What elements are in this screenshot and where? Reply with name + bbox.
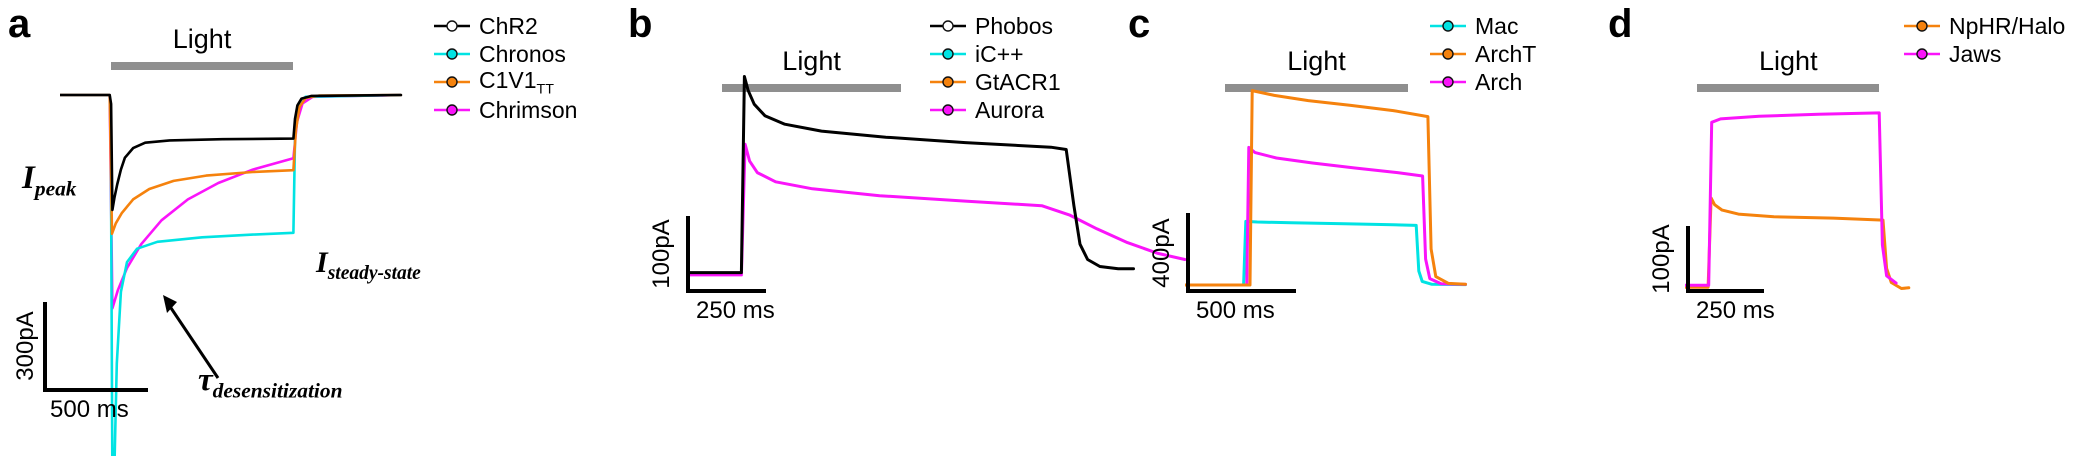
legend-line-marker-icon: [1430, 20, 1466, 32]
legend-label: Arch: [1475, 68, 1523, 95]
legend-line-marker-icon: [1904, 48, 1940, 60]
scalebar-horizontal-a: [43, 388, 149, 392]
trace-Arch: [1185, 145, 1467, 287]
legend-line-marker-icon: [930, 76, 966, 88]
legend-line-marker-icon: [434, 48, 470, 60]
scalebar-vertical-a: [43, 302, 47, 392]
legend-item-Arch: Arch: [1428, 68, 1536, 96]
i-peak-annotation: Ipeak: [22, 162, 77, 200]
legend-label: ChR2: [479, 12, 538, 39]
light-label-a: Light: [172, 24, 232, 54]
i-steady-state-symbol: I: [316, 246, 328, 279]
panel-letter-c: c: [1128, 2, 1151, 46]
light-label-c: Light: [1287, 46, 1346, 76]
legend-item-ArchT: ArchT: [1428, 40, 1536, 68]
legend-b: Phobos iC++ GtACR1 Aurora: [928, 12, 1061, 124]
scale-ms-label-b: 250 ms: [696, 297, 775, 324]
scalebar-vertical-c: [1186, 213, 1190, 293]
i-peak-symbol: I: [22, 160, 35, 196]
light-bar-d: [1697, 84, 1880, 92]
legend-line-marker-icon: [1904, 20, 1940, 32]
scalebar-horizontal-b: [686, 289, 767, 293]
legend-label: Jaws: [1949, 40, 2002, 67]
legend-item-iC-: iC++: [928, 40, 1061, 68]
legend-label: ArchT: [1475, 40, 1537, 67]
legend-line-marker-icon: [434, 20, 470, 32]
legend-item-Aurora: Aurora: [928, 96, 1061, 124]
i-steady-state-subscript: steady-state: [327, 263, 421, 284]
scalebar-vertical-b: [686, 216, 690, 293]
legend-label: Chrimson: [479, 96, 578, 123]
scale-pa-label-d: 100pA: [1648, 224, 1675, 294]
legend-item-C1V1: C1V1TT: [432, 66, 577, 98]
legend-item-Chronos: Chronos: [432, 40, 577, 68]
legend-line-marker-icon: [434, 104, 470, 116]
light-label-d: Light: [1759, 46, 1818, 76]
tau-symbol: τ: [198, 362, 213, 398]
legend-line-marker-icon: [1430, 48, 1466, 60]
trace-ArchT: [1185, 89, 1467, 287]
scale-ms-label-d: 250 ms: [1696, 297, 1775, 324]
trace-NpHR-Halo: [1685, 196, 1911, 290]
traces-plot-d: [1685, 111, 1911, 290]
tau-subscript: desensitization: [212, 378, 343, 403]
panel-letter-b: b: [628, 2, 653, 46]
trace-Chrimson: [60, 93, 403, 310]
i-peak-subscript: peak: [34, 176, 77, 201]
legend-line-marker-icon: [930, 48, 966, 60]
legend-item-Phobos: Phobos: [928, 12, 1061, 40]
panel-letter-d: d: [1608, 2, 1633, 46]
legend-c: Mac ArchT Arch: [1428, 12, 1536, 96]
legend-label: Phobos: [975, 12, 1054, 39]
legend-label: C1V1TT: [479, 66, 554, 98]
legend-line-marker-icon: [930, 104, 966, 116]
trace-Mac: [1185, 219, 1467, 287]
desensitization-arrow-icon: [163, 295, 220, 379]
trace-C1V1TT: [60, 93, 403, 235]
trace-ChR2: [60, 93, 403, 212]
light-label-b: Light: [782, 46, 841, 76]
i-steady-state-annotation: Isteady-state: [316, 248, 421, 284]
legend-item-NpHR-Halo: NpHR/Halo: [1902, 12, 2065, 40]
legend-a: ChR2 Chronos C1V1TT Chrimson: [432, 12, 577, 124]
legend-label: Aurora: [975, 96, 1045, 123]
scalebar-horizontal-d: [1686, 289, 1765, 293]
legend-label: NpHR/Halo: [1949, 12, 2066, 39]
tau-desensitization-annotation: τdesensitization: [198, 364, 343, 402]
legend-label: GtACR1: [975, 68, 1061, 95]
traces-plot-a: [60, 93, 403, 456]
legend-label: Mac: [1475, 12, 1519, 39]
legend-d: NpHR/Halo Jaws: [1902, 12, 2065, 68]
legend-line-marker-icon: [930, 20, 966, 32]
trace-Jaws: [1685, 111, 1898, 287]
legend-item-ChR2: ChR2: [432, 12, 577, 40]
legend-item-Mac: Mac: [1428, 12, 1536, 40]
traces-plot-c: [1185, 89, 1467, 287]
scalebar-vertical-d: [1686, 225, 1690, 293]
light-bar-b: [722, 84, 902, 92]
scale-ms-label-a: 500 ms: [50, 396, 129, 423]
scale-ms-label-c: 500 ms: [1196, 297, 1275, 324]
legend-label: iC++: [975, 40, 1024, 67]
legend-line-marker-icon: [1430, 76, 1466, 88]
trace-Aurora: [690, 142, 1187, 277]
light-bar-c: [1225, 84, 1408, 92]
legend-item-Chrimson: Chrimson: [432, 96, 577, 124]
scalebar-horizontal-c: [1186, 289, 1297, 293]
legend-item-GtACR1: GtACR1: [928, 68, 1061, 96]
legend-item-Jaws: Jaws: [1902, 40, 2065, 68]
light-bar-a: [110, 62, 294, 70]
trace-Phobos: [690, 75, 1135, 275]
legend-line-marker-icon: [434, 76, 470, 88]
traces-plot-b: [690, 75, 1187, 277]
panel-letter-a: a: [8, 2, 31, 46]
legend-label: Chronos: [479, 40, 566, 67]
